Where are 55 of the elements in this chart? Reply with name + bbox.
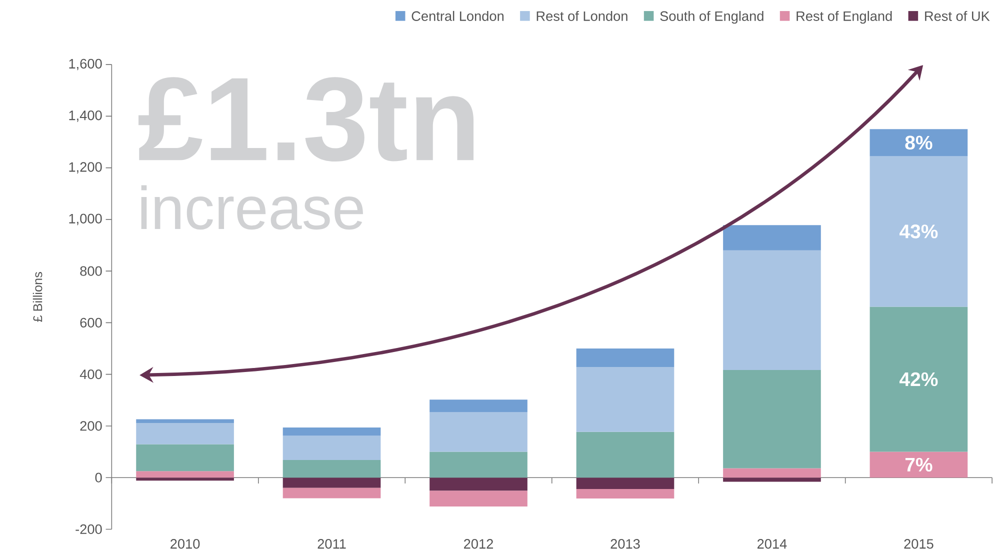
bar <box>870 129 968 156</box>
legend-label: Rest of UK <box>925 11 990 22</box>
bar <box>282 488 381 498</box>
bar <box>576 348 674 368</box>
x-tick-label: 2013 <box>610 539 640 549</box>
y-tick-label: -200 <box>76 524 102 534</box>
y-tick-label: 800 <box>80 266 102 276</box>
bar <box>870 156 968 307</box>
bar <box>576 367 674 432</box>
bar <box>723 478 821 482</box>
bar <box>430 452 528 478</box>
bar <box>723 250 821 370</box>
y-tick-label: 1,400 <box>69 110 102 122</box>
bar <box>136 478 234 481</box>
bar <box>576 489 674 499</box>
bar <box>723 225 821 251</box>
bar <box>576 478 674 490</box>
bar <box>430 490 528 507</box>
y-tick-label: 600 <box>80 318 102 328</box>
bar <box>723 370 821 468</box>
legend-label: Central London <box>412 11 504 22</box>
x-tick-label: 2015 <box>904 539 934 549</box>
bar <box>282 478 381 488</box>
bar <box>282 460 381 478</box>
y-tick-label: 1,200 <box>69 162 102 174</box>
legend-label: South of England <box>660 11 764 24</box>
bar <box>430 412 528 452</box>
bar <box>136 423 234 444</box>
x-tick-label: 2014 <box>757 539 787 549</box>
x-tick-label: 2010 <box>170 539 200 549</box>
bar <box>870 306 968 452</box>
bar <box>136 471 234 478</box>
annotation: 8% <box>905 136 932 150</box>
bar <box>723 468 821 478</box>
bar <box>136 419 234 424</box>
y-tick-label: 200 <box>80 421 102 431</box>
y-tick-label: 1,000 <box>69 214 102 226</box>
bar <box>136 444 234 472</box>
bar <box>576 432 674 478</box>
bar <box>282 428 381 436</box>
legend-label: Rest of London <box>536 11 628 22</box>
x-tick-label: 2012 <box>464 539 493 549</box>
x-tick-label: 2011 <box>318 539 346 549</box>
legend-label: Rest of England <box>796 11 892 24</box>
y-axis-title: £ Billions <box>32 272 42 322</box>
bar <box>430 478 528 491</box>
y-tick-label: 1,600 <box>69 59 102 70</box>
y-tick-label: 0 <box>95 472 102 483</box>
bar <box>282 436 381 460</box>
bar <box>430 400 528 412</box>
bar <box>870 452 968 478</box>
annotation: 43% <box>899 224 938 238</box>
annotation: 42% <box>899 372 938 386</box>
y-tick-label: 400 <box>80 370 102 380</box>
annotation: 7% <box>905 458 932 472</box>
